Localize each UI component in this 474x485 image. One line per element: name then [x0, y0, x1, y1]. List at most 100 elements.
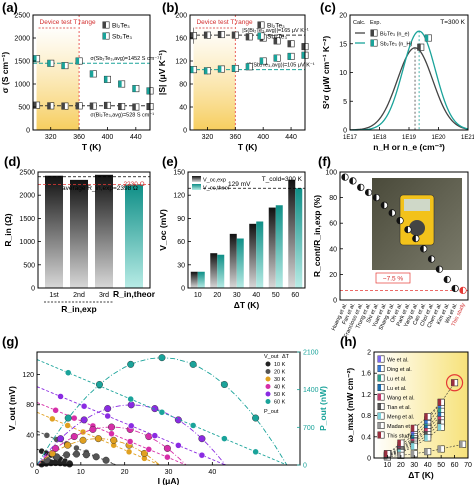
calc-curve — [349, 47, 469, 131]
y-tick-label: 120 — [175, 59, 187, 66]
legend-entry: Sb₂Te₃ — [112, 34, 132, 41]
legend-marker — [377, 431, 385, 439]
x-tick-label: 40 — [208, 469, 216, 476]
legend-marker-fill — [377, 412, 381, 420]
y-axis-label: V_out (mV) — [7, 386, 17, 431]
data-point-fill — [404, 226, 408, 233]
y-tick-label: 60 — [329, 221, 337, 228]
x-tick-label: 1E18 — [372, 135, 387, 141]
voltage-point — [57, 393, 64, 400]
y2-axis-label: P_out (nW) — [318, 386, 328, 431]
legend-header-exp: Exp. — [370, 20, 381, 26]
y-tick-label: 2500 — [14, 13, 30, 20]
data-point-fill — [411, 425, 415, 432]
data-point-fill — [451, 379, 455, 386]
y-tick-label: 0 — [181, 286, 185, 293]
highlight-circle — [445, 374, 464, 392]
data-point — [437, 423, 445, 431]
legend-marker — [265, 399, 271, 404]
power-point — [80, 416, 88, 424]
exp-data-point-fill — [425, 34, 429, 42]
power-point — [140, 449, 148, 457]
legend-entry: We et al. — [387, 358, 409, 364]
data-point-fill — [47, 102, 51, 110]
legend-marker-fill — [257, 21, 261, 29]
panel-label: (g) — [2, 334, 19, 349]
legend-entry: 30 K — [274, 377, 286, 383]
voltage-point — [126, 438, 134, 445]
data-point-fill — [104, 102, 108, 109]
data-point-fill — [428, 255, 432, 263]
data-point-fill — [132, 85, 136, 92]
legend-swatch — [192, 184, 201, 190]
data-point-fill — [90, 70, 94, 78]
panel-f: (f)~7.5 %Huang et al.Fan et al.Francioso… — [312, 154, 469, 339]
data-point-fill — [437, 399, 442, 406]
power-point — [108, 423, 116, 431]
panel-g: (g) 10 K 20 K30 K 40 K50 K 60 K V_out ΔT P_out 0… — [2, 334, 328, 485]
y-tick-label: 80 — [329, 195, 337, 202]
y-tick-label: 0 — [31, 286, 35, 293]
y-tick-label: 0.4 — [361, 434, 371, 441]
legend-marker — [377, 383, 385, 391]
voltage-point — [104, 412, 111, 420]
panel-label: (c) — [320, 0, 336, 15]
range-label: Device test T range — [40, 19, 97, 26]
multimeter-dial — [409, 220, 425, 236]
average-annotation: average R_in,exp=2398 Ω — [62, 185, 138, 192]
data-point-fill — [75, 102, 80, 110]
legend-entry: 10 K — [274, 362, 286, 368]
data-point-fill — [424, 448, 428, 455]
panel-label: (b) — [162, 0, 179, 15]
legend-marker — [377, 402, 385, 410]
data-point — [397, 439, 405, 447]
data-point-fill — [132, 103, 136, 111]
exp-data-point — [417, 43, 425, 51]
data-point-fill — [61, 62, 65, 69]
power-point — [66, 460, 74, 468]
legend-header-calc: Calc. — [353, 20, 366, 26]
category-label: 2nd — [73, 292, 85, 299]
reference-label: ~7.5 % — [383, 276, 404, 283]
legend-swatch — [192, 176, 201, 182]
power-point — [94, 435, 102, 443]
voltage-bar — [275, 205, 283, 288]
data-point — [61, 102, 69, 110]
data-point-fill — [424, 420, 428, 427]
data-point-fill — [341, 173, 345, 181]
data-point-fill — [75, 57, 80, 65]
legend-marker-fill — [377, 365, 381, 372]
y-axis-label: |S| (μV K⁻¹) — [157, 50, 167, 95]
data-point — [437, 445, 445, 453]
data-point-fill — [437, 412, 442, 419]
legend-entry: 50 K — [274, 392, 286, 398]
x-tick-label: 20 — [121, 469, 129, 476]
category-label: 50 — [272, 292, 280, 299]
data-point — [424, 413, 432, 421]
legend-entry: Bi₂Te₃ (n_e) — [380, 32, 410, 38]
voltage-bar — [256, 221, 264, 288]
x-tick-label: 50 — [437, 462, 445, 469]
voltage-point — [151, 432, 159, 439]
category-label: 3rd — [99, 292, 109, 299]
data-point-fill — [420, 245, 424, 253]
legend-header-vout: V_out — [264, 354, 279, 360]
y2-tick-label: 0 — [303, 463, 307, 470]
data-point — [451, 379, 459, 387]
data-point — [47, 59, 55, 67]
data-point-fill — [397, 452, 401, 459]
panel-c: (c) Bi₂Te₃ (n_e) Sb₂Te₃ (n_H) Calc. Exp. T=30… — [320, 0, 474, 152]
power-point — [95, 380, 103, 388]
voltage-point — [80, 402, 88, 410]
y-tick-label: 100 — [325, 170, 337, 177]
y-tick-label: 200 — [175, 13, 187, 20]
y-tick-label: 60 — [177, 239, 185, 246]
data-point — [245, 33, 253, 41]
legend-marker — [265, 376, 271, 382]
y-tick-label: 0.8 — [361, 413, 371, 420]
legend-entry: Madan et al. — [387, 424, 418, 430]
data-point — [103, 101, 111, 109]
legend-marker-fill — [377, 355, 381, 363]
x-tick-label: 320 — [202, 134, 214, 141]
power-point — [110, 436, 118, 444]
